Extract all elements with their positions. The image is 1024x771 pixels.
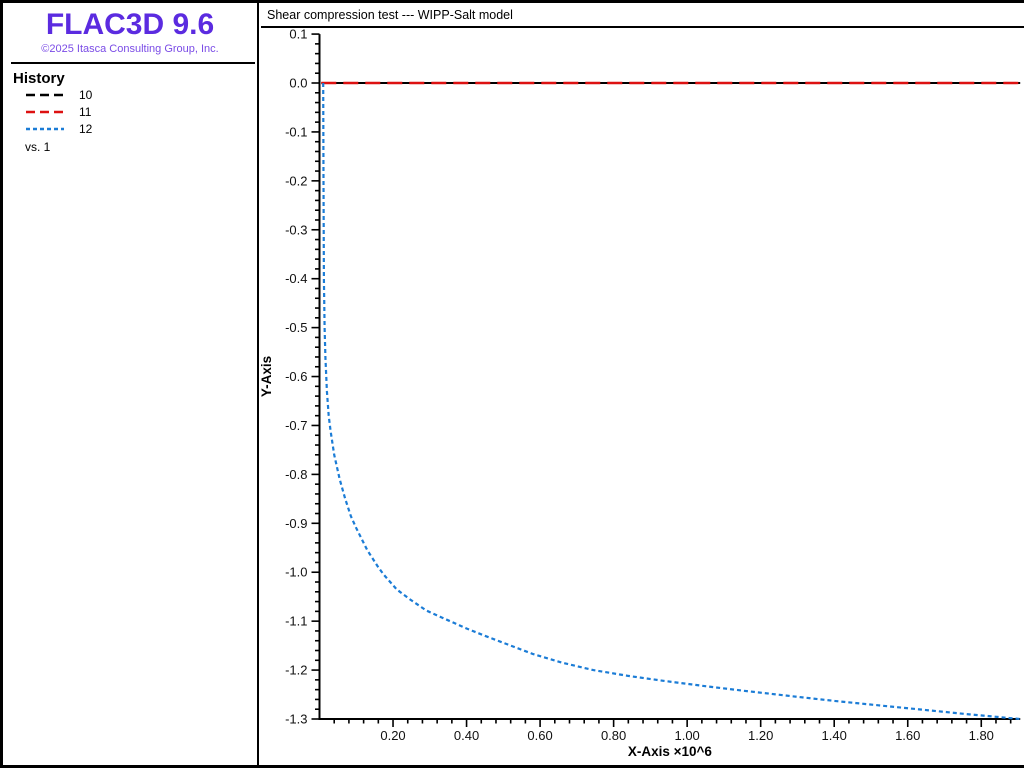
svg-text:-1.0: -1.0: [285, 565, 307, 580]
legend-item-11: 11: [25, 104, 257, 121]
svg-text:1.60: 1.60: [895, 728, 920, 743]
legend-item-label: 10: [79, 88, 93, 102]
legend-line-swatch-icon: [26, 110, 64, 114]
svg-text:-0.1: -0.1: [285, 124, 307, 139]
legend-item-10: 10: [25, 87, 257, 104]
sidebar-separator: [11, 61, 255, 64]
chart-pane[interactable]: Shear compression test --- WIPP-Salt mod…: [261, 3, 1024, 765]
svg-text:-1.1: -1.1: [285, 614, 307, 629]
logo-area: FLAC3D 9.6 ©2025 Itasca Consulting Group…: [3, 3, 257, 55]
legend-line-swatch-icon: [26, 127, 64, 131]
legend-title: History: [13, 69, 65, 87]
legend-items: 10 11 12: [13, 87, 257, 138]
svg-text:-0.6: -0.6: [285, 369, 307, 384]
svg-text:-0.2: -0.2: [285, 173, 307, 188]
legend-line-swatch-icon: [26, 93, 64, 97]
copyright-text: ©2025 Itasca Consulting Group, Inc.: [41, 42, 219, 55]
y-tick-labels: 0.1 0.0 -0.1 -0.2 -0.3 -0.4 -0.5 -0.6 -0.7 -0.8 -0…: [285, 27, 307, 727]
svg-text:-1.2: -1.2: [285, 663, 307, 678]
svg-text:0.60: 0.60: [527, 728, 552, 743]
svg-text:-0.8: -0.8: [285, 467, 307, 482]
chart-title-bar: Shear compression test --- WIPP-Salt mod…: [261, 3, 1024, 28]
svg-text:-0.5: -0.5: [285, 320, 307, 335]
svg-text:-1.3: -1.3: [285, 711, 307, 726]
x-tick-labels: 0.20 0.40 0.60 0.80 1.00 1.20 1.40 1.60 1.80: [380, 728, 994, 743]
svg-text:-0.4: -0.4: [285, 271, 307, 286]
svg-text:-0.7: -0.7: [285, 418, 307, 433]
svg-text:0.0: 0.0: [289, 76, 307, 91]
svg-text:0.80: 0.80: [601, 728, 626, 743]
svg-text:0.1: 0.1: [289, 27, 307, 42]
chart-title: Shear compression test --- WIPP-Salt mod…: [267, 7, 513, 22]
plot-canvas[interactable]: 0.1 0.0 -0.1 -0.2 -0.3 -0.4 -0.5 -0.6 -0.7 -0.8 -0…: [3, 3, 1024, 771]
y-axis-label: Y-Axis: [259, 356, 274, 397]
svg-text:1.20: 1.20: [748, 728, 773, 743]
legend-item-label: 12: [79, 122, 93, 136]
svg-text:0.40: 0.40: [454, 728, 479, 743]
svg-text:0.20: 0.20: [380, 728, 405, 743]
x-axis-label: X-Axis ×10^6: [628, 744, 713, 759]
legend-item-12: 12: [25, 121, 257, 138]
series-12-line: [322, 82, 1021, 721]
axes: [318, 34, 1021, 720]
svg-text:-0.9: -0.9: [285, 516, 307, 531]
sidebar: FLAC3D 9.6 ©2025 Itasca Consulting Group…: [3, 3, 259, 765]
svg-text:-0.3: -0.3: [285, 222, 307, 237]
legend-vs-label: vs. 1: [25, 139, 51, 154]
legend-item-label: 11: [79, 105, 92, 119]
svg-text:1.40: 1.40: [822, 728, 847, 743]
history-legend: History 10 11 12 vs. 1: [3, 64, 257, 154]
svg-text:1.00: 1.00: [674, 728, 699, 743]
axis-ticks: [311, 33, 1012, 727]
svg-text:1.80: 1.80: [969, 728, 994, 743]
app-logo: FLAC3D 9.6: [45, 8, 215, 41]
